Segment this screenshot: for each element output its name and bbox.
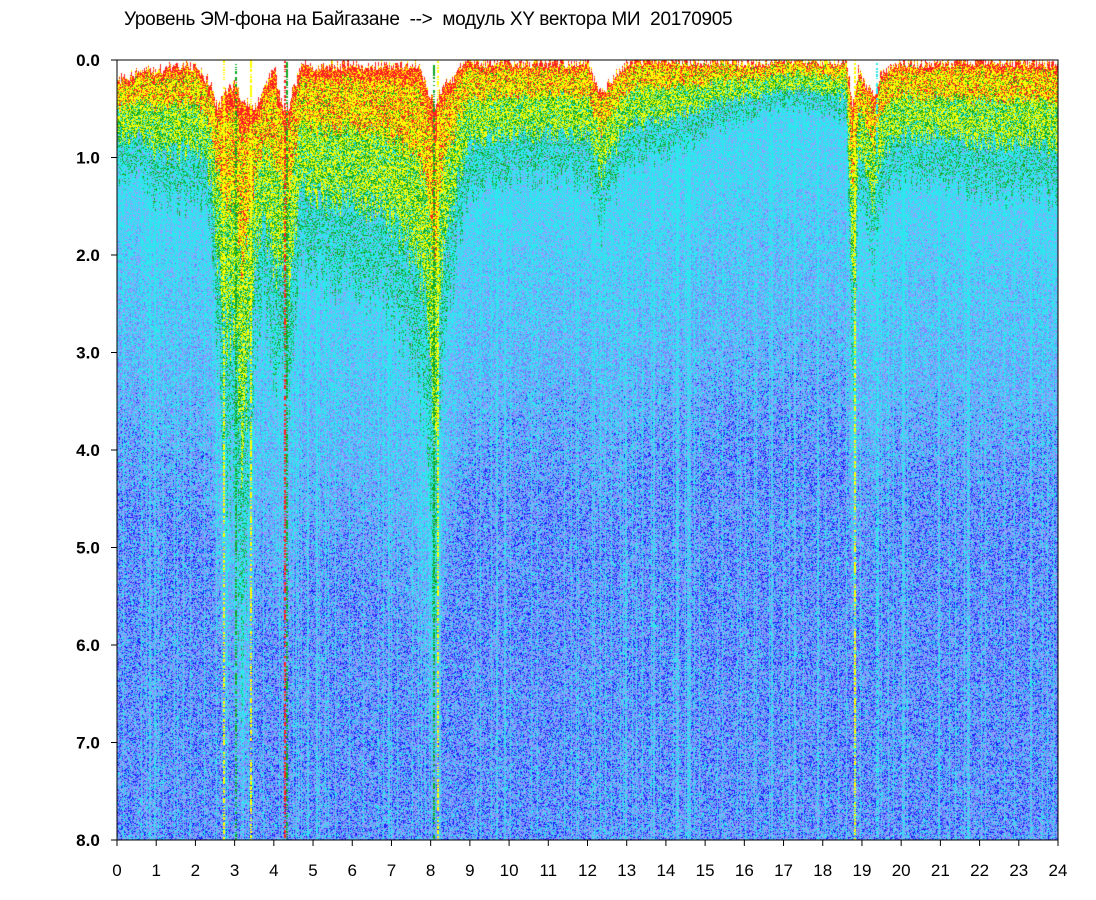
x-tick-label: 12 [578,861,597,880]
x-tick-label: 14 [656,861,675,880]
x-tick-label: 4 [269,861,278,880]
y-tick-label: 4.0 [76,441,100,460]
x-tick-label: 15 [696,861,715,880]
heatmap-raster [117,60,1058,840]
y-tick-label: 3.0 [76,344,100,363]
x-tick-label: 13 [617,861,636,880]
y-tick-label: 8.0 [76,831,100,850]
x-tick-label: 19 [852,861,871,880]
x-tick-label: 6 [348,861,357,880]
y-tick-label: 6.0 [76,636,100,655]
x-tick-label: 18 [813,861,832,880]
x-tick-label: 7 [387,861,396,880]
y-tick-label: 5.0 [76,539,100,558]
y-tick-label: 1.0 [76,149,100,168]
x-tick-label: 5 [308,861,317,880]
x-tick-label: 16 [735,861,754,880]
x-tick-label: 8 [426,861,435,880]
x-tick-label: 22 [970,861,989,880]
chart-title: Уровень ЭМ-фона на Байгазане --> модуль … [124,9,733,30]
x-tick-label: 0 [112,861,121,880]
y-tick-label: 7.0 [76,734,100,753]
axes: 0 1 2 3 4 5 6 7 8 9 10 11 12 13 14 15 16 17 18 19 20 21 22 23 24… [76,51,1067,880]
x-tick-label: 20 [892,861,911,880]
x-tick-label: 1 [151,861,160,880]
x-tick-label: 3 [230,861,239,880]
x-tick-label: 21 [931,861,950,880]
x-tick-label: 17 [774,861,793,880]
x-tick-label: 2 [191,861,200,880]
x-tick-label: 11 [539,861,557,880]
x-tick-label: 9 [465,861,474,880]
y-tick-label: 2.0 [76,246,100,265]
y-tick-label: 0.0 [76,51,100,70]
x-tick-label: 24 [1049,861,1068,880]
x-tick-label: 23 [1009,861,1028,880]
x-tick-label: 10 [500,861,519,880]
